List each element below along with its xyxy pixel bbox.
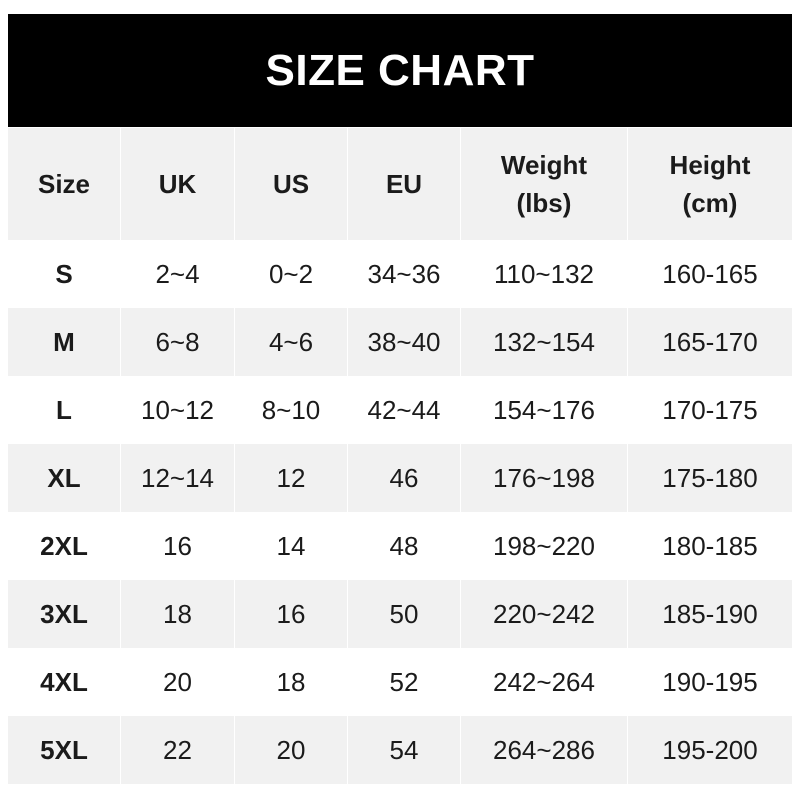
- column-header: Weight (lbs): [461, 128, 628, 240]
- column-header: Height (cm): [628, 128, 792, 240]
- size-label-cell: L: [8, 376, 121, 444]
- table-cell: 176~198: [461, 444, 628, 512]
- table-cell: 185-190: [628, 580, 792, 648]
- table-cell: 195-200: [628, 716, 792, 784]
- table-cell: 110~132: [461, 240, 628, 308]
- table-cell: 42~44: [348, 376, 461, 444]
- table-cell: 34~36: [348, 240, 461, 308]
- size-label-cell: 3XL: [8, 580, 121, 648]
- table-cell: 14: [235, 512, 348, 580]
- table-cell: 198~220: [461, 512, 628, 580]
- size-label-cell: S: [8, 240, 121, 308]
- table-cell: 52: [348, 648, 461, 716]
- table-cell: 170-175: [628, 376, 792, 444]
- table-cell: 190-195: [628, 648, 792, 716]
- column-header: EU: [348, 128, 461, 240]
- table-cell: 12: [235, 444, 348, 512]
- column-header: US: [235, 128, 348, 240]
- table-cell: 38~40: [348, 308, 461, 376]
- column-header: UK: [121, 128, 235, 240]
- table-cell: 16: [235, 580, 348, 648]
- table-cell: 12~14: [121, 444, 235, 512]
- table-cell: 180-185: [628, 512, 792, 580]
- size-label-cell: 2XL: [8, 512, 121, 580]
- table-cell: 175-180: [628, 444, 792, 512]
- size-label-cell: XL: [8, 444, 121, 512]
- table-cell: 4~6: [235, 308, 348, 376]
- table-cell: 20: [235, 716, 348, 784]
- table-cell: 50: [348, 580, 461, 648]
- table-cell: 20: [121, 648, 235, 716]
- table-cell: 264~286: [461, 716, 628, 784]
- size-label-cell: M: [8, 308, 121, 376]
- column-header: Size: [8, 128, 121, 240]
- table-cell: 154~176: [461, 376, 628, 444]
- table-cell: 6~8: [121, 308, 235, 376]
- table-cell: 22: [121, 716, 235, 784]
- size-label-cell: 4XL: [8, 648, 121, 716]
- table-cell: 54: [348, 716, 461, 784]
- table-cell: 8~10: [235, 376, 348, 444]
- table-cell: 165-170: [628, 308, 792, 376]
- table-cell: 220~242: [461, 580, 628, 648]
- table-cell: 242~264: [461, 648, 628, 716]
- table-cell: 18: [235, 648, 348, 716]
- page-title: SIZE CHART: [8, 14, 792, 127]
- table-cell: 0~2: [235, 240, 348, 308]
- table-cell: 160-165: [628, 240, 792, 308]
- table-cell: 48: [348, 512, 461, 580]
- table-cell: 18: [121, 580, 235, 648]
- table-cell: 10~12: [121, 376, 235, 444]
- size-table: Size UK US EU Weight (lbs) Height (cm) S 2~4 0~2…: [8, 128, 792, 784]
- table-cell: 2~4: [121, 240, 235, 308]
- table-cell: 46: [348, 444, 461, 512]
- table-cell: 132~154: [461, 308, 628, 376]
- table-cell: 16: [121, 512, 235, 580]
- size-label-cell: 5XL: [8, 716, 121, 784]
